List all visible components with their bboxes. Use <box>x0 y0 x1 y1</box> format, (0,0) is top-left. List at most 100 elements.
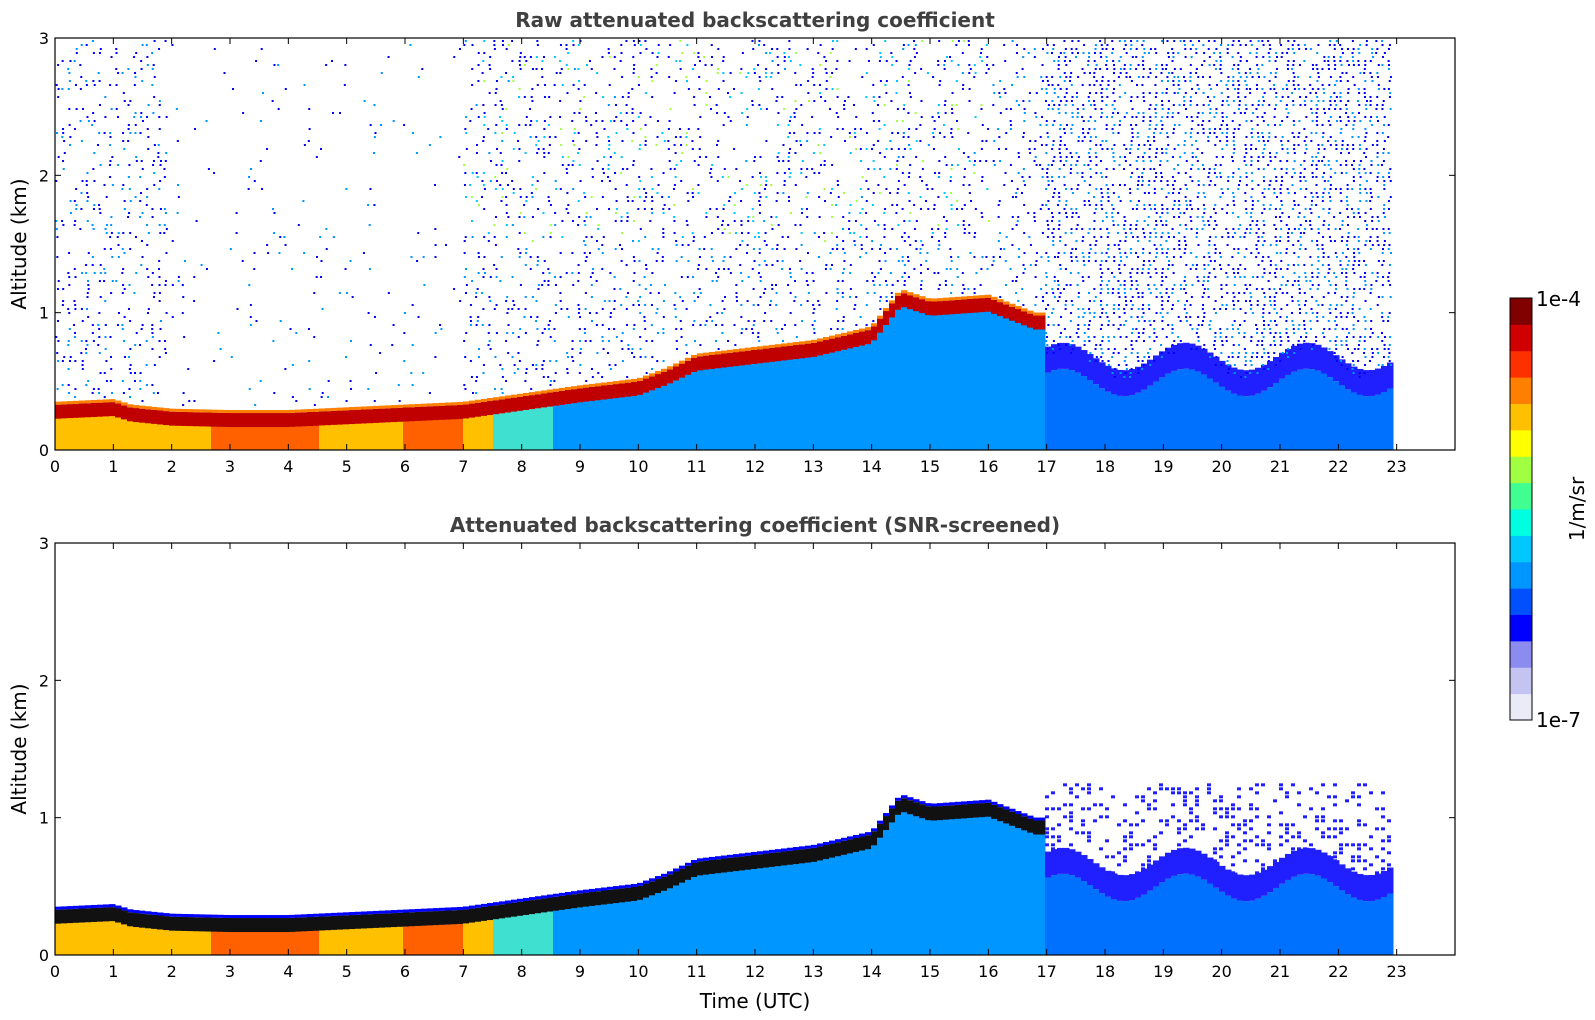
heatmap-cell <box>1148 156 1151 158</box>
heatmap-cell <box>913 48 916 50</box>
heatmap-cell <box>1033 315 1040 330</box>
heatmap-cell <box>205 409 212 413</box>
heatmap-cell <box>266 148 269 150</box>
heatmap-cell <box>145 384 148 386</box>
heatmap-cell <box>1118 120 1121 122</box>
heatmap-cell <box>549 384 552 386</box>
heatmap-cell <box>69 360 72 362</box>
heatmap-cell <box>590 296 593 298</box>
heatmap-cell <box>938 160 941 162</box>
heatmap-cell <box>1101 196 1104 198</box>
heatmap-cell <box>1035 92 1038 94</box>
heatmap-cell <box>613 300 616 302</box>
heatmap-cell <box>639 128 642 130</box>
heatmap-cell <box>115 48 118 50</box>
heatmap-cell <box>915 156 918 158</box>
heatmap-cell <box>631 108 634 110</box>
heatmap-cell <box>1286 152 1289 154</box>
heatmap-cell <box>175 108 178 110</box>
heatmap-cell <box>133 292 136 294</box>
heatmap-cell <box>651 272 654 274</box>
heatmap-cell <box>811 324 814 326</box>
heatmap-cell <box>223 72 226 74</box>
heatmap-cell <box>458 156 461 158</box>
heatmap-cell <box>1201 76 1204 78</box>
heatmap-cell <box>745 350 752 365</box>
heatmap-cell <box>979 160 982 162</box>
heatmap-cell <box>1213 260 1216 262</box>
heatmap-cell <box>865 132 868 134</box>
heatmap-cell <box>511 394 518 398</box>
heatmap-cell <box>1155 124 1158 126</box>
heatmap-cell <box>445 405 452 420</box>
heatmap-cell <box>699 116 702 118</box>
heatmap-cell <box>1275 324 1278 326</box>
heatmap-cell <box>259 380 262 382</box>
heatmap-cell <box>1189 304 1192 306</box>
heatmap-cell <box>518 360 521 362</box>
heatmap-cell <box>1232 80 1235 82</box>
heatmap-cell <box>771 264 774 266</box>
heatmap-cell <box>535 188 538 190</box>
heatmap-cell <box>181 423 188 450</box>
heatmap-cell <box>657 248 660 250</box>
heatmap-cell <box>675 240 678 242</box>
heatmap-cell <box>1136 188 1139 190</box>
heatmap-cell <box>1209 356 1212 358</box>
heatmap-cell <box>1009 128 1012 130</box>
heatmap-cell <box>877 140 880 142</box>
heatmap-cell <box>1209 320 1212 322</box>
heatmap-cell <box>578 112 581 114</box>
heatmap-cell <box>63 152 66 154</box>
heatmap-cell <box>110 292 113 294</box>
heatmap-cell <box>165 312 168 314</box>
heatmap-cell <box>823 232 826 234</box>
heatmap-cell <box>651 188 654 190</box>
heatmap-cell <box>709 208 712 210</box>
heatmap-cell <box>571 356 574 358</box>
heatmap-cell <box>1285 374 1292 450</box>
heatmap-cell <box>1203 344 1206 346</box>
heatmap-cell <box>859 212 862 214</box>
heatmap-cell <box>1167 52 1170 54</box>
heatmap-cell <box>895 120 898 122</box>
heatmap-cell <box>585 140 588 142</box>
heatmap-cell <box>1177 164 1180 166</box>
heatmap-cell <box>619 383 626 398</box>
heatmap-cell <box>1201 324 1204 326</box>
heatmap-cell <box>1094 120 1097 122</box>
heatmap-cell <box>1111 372 1114 374</box>
heatmap-cell <box>907 68 910 70</box>
heatmap-cell <box>740 316 743 318</box>
heatmap-cell <box>1214 364 1217 366</box>
heatmap-cell <box>709 351 716 355</box>
heatmap-cell <box>950 60 953 62</box>
heatmap-cell <box>943 136 946 138</box>
heatmap-cell <box>626 292 629 294</box>
heatmap-cell <box>607 104 610 106</box>
heatmap-cell <box>1058 192 1061 194</box>
heatmap-cell <box>1207 96 1210 98</box>
heatmap-cell <box>997 148 1000 150</box>
heatmap-cell <box>1239 180 1242 182</box>
heatmap-cell <box>1117 308 1120 310</box>
heatmap-cell <box>1088 228 1091 230</box>
heatmap-cell <box>511 180 514 182</box>
heatmap-cell <box>74 276 77 278</box>
heatmap-cell <box>253 252 256 254</box>
heatmap-cell <box>1093 312 1096 314</box>
heatmap-cell <box>1131 136 1134 138</box>
heatmap-cell <box>811 68 814 70</box>
heatmap-cell <box>788 152 791 154</box>
heatmap-cell <box>1052 324 1055 326</box>
heatmap-cell <box>1045 188 1048 190</box>
heatmap-cell <box>1147 284 1150 286</box>
heatmap-cell <box>1063 342 1070 369</box>
heatmap-cell <box>531 88 534 90</box>
heatmap-cell <box>1142 160 1145 162</box>
heatmap-cell <box>1028 92 1031 94</box>
heatmap-cell <box>62 288 65 290</box>
heatmap-cell <box>1040 76 1043 78</box>
heatmap-cell <box>817 341 824 356</box>
heatmap-cell <box>1047 324 1050 326</box>
